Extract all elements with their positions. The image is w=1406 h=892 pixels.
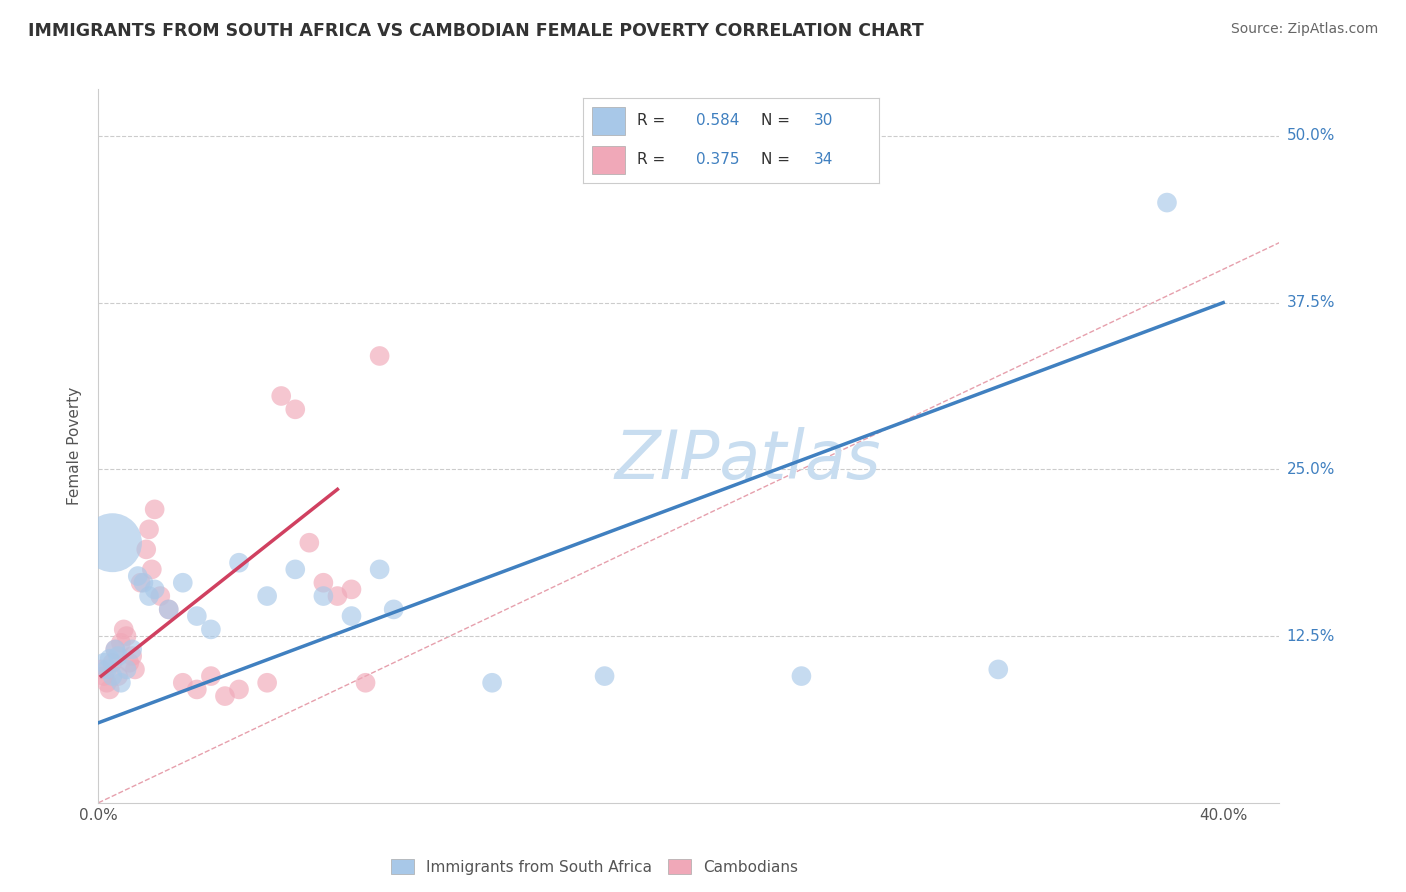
Point (96, 675, 118, 690)
Text: R =: R = (637, 153, 669, 168)
Point (200, 623, 222, 637)
FancyBboxPatch shape (592, 146, 624, 175)
Point (593, 669, 616, 683)
Point (368, 562, 391, 576)
Point (200, 669, 222, 683)
Point (110, 675, 132, 690)
Text: 0.375: 0.375 (696, 153, 740, 168)
Point (298, 535, 321, 549)
Text: Source: ZipAtlas.com: Source: ZipAtlas.com (1230, 22, 1378, 37)
Point (157, 602, 180, 616)
Point (284, 562, 307, 576)
Point (98, 652, 121, 666)
Point (90, 662, 112, 676)
Point (104, 642, 127, 657)
Point (129, 575, 152, 590)
Point (104, 642, 127, 657)
Point (93, 656, 115, 670)
Text: 30: 30 (814, 112, 834, 128)
Point (96, 662, 118, 676)
Point (132, 575, 155, 590)
Point (987, 662, 1010, 676)
Point (121, 642, 143, 657)
Point (143, 582, 166, 597)
Text: N =: N = (761, 153, 794, 168)
Point (118, 656, 141, 670)
Point (284, 402, 307, 417)
Point (135, 542, 157, 557)
Point (790, 669, 813, 683)
Point (1156, 195, 1178, 210)
Point (112, 623, 135, 637)
Point (256, 589, 278, 603)
Point (141, 562, 163, 576)
Text: 50.0%: 50.0% (1286, 128, 1334, 144)
Text: 12.5%: 12.5% (1286, 629, 1334, 643)
Text: N =: N = (761, 112, 794, 128)
Point (101, 669, 124, 683)
Point (115, 662, 138, 676)
Point (101, 656, 124, 670)
Point (312, 575, 335, 590)
Text: R =: R = (637, 112, 669, 128)
Point (172, 575, 194, 590)
Point (326, 589, 349, 603)
Text: 34: 34 (814, 153, 834, 168)
Point (93, 669, 115, 683)
Text: 37.5%: 37.5% (1286, 295, 1334, 310)
Point (382, 602, 405, 616)
Point (124, 662, 146, 676)
Point (143, 502, 166, 516)
Point (157, 602, 180, 616)
FancyBboxPatch shape (592, 107, 624, 135)
Point (340, 582, 363, 597)
Point (107, 649, 129, 664)
Text: 25.0%: 25.0% (1286, 462, 1334, 477)
Point (312, 589, 335, 603)
Point (368, 349, 391, 363)
Point (172, 675, 194, 690)
Point (354, 675, 377, 690)
Point (270, 389, 292, 403)
Text: IMMIGRANTS FROM SOUTH AFRICA VS CAMBODIAN FEMALE POVERTY CORRELATION CHART: IMMIGRANTS FROM SOUTH AFRICA VS CAMBODIA… (28, 22, 924, 40)
Point (101, 535, 124, 549)
Point (186, 682, 208, 697)
Point (228, 556, 250, 570)
Point (481, 675, 503, 690)
Point (138, 522, 160, 536)
Point (110, 636, 132, 650)
Text: 0.584: 0.584 (696, 112, 740, 128)
Point (340, 609, 363, 624)
Y-axis label: Female Poverty: Female Poverty (67, 387, 83, 505)
Point (149, 589, 172, 603)
Point (115, 629, 138, 643)
Point (98, 682, 121, 697)
Text: ZIPatlas: ZIPatlas (614, 427, 882, 493)
Point (214, 689, 236, 703)
Point (228, 682, 250, 697)
Legend: Immigrants from South Africa, Cambodians: Immigrants from South Africa, Cambodians (385, 853, 804, 880)
Point (121, 649, 143, 664)
Point (127, 569, 149, 583)
Point (256, 675, 278, 690)
Point (186, 609, 208, 624)
Point (138, 589, 160, 603)
Point (107, 669, 129, 683)
